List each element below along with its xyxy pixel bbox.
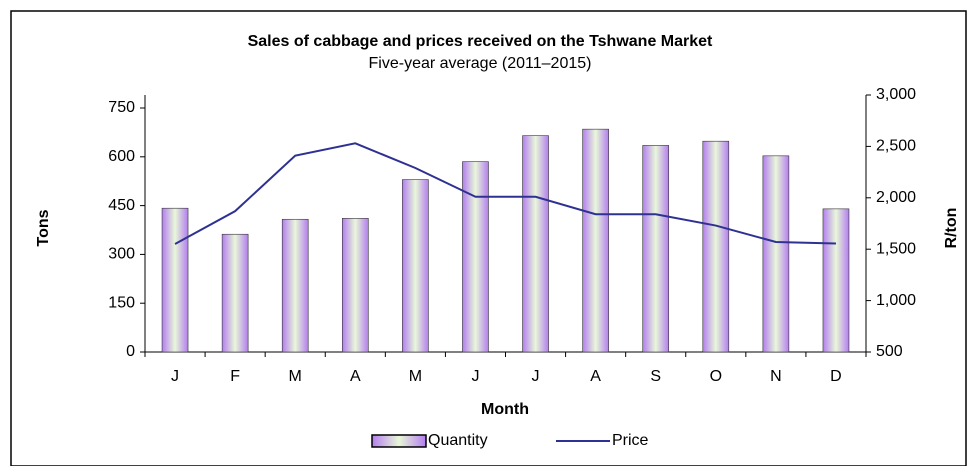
legend-swatch (371, 434, 427, 448)
y2-tick-label: 2,000 (876, 189, 916, 206)
y2-tick-label: 1,000 (876, 292, 916, 309)
y2-axis-label: R/ton (943, 208, 960, 249)
x-axis-label: Month (481, 401, 529, 418)
x-tick-label: J (171, 368, 179, 385)
y-tick-label: 750 (108, 99, 135, 116)
bar (161, 207, 189, 353)
y-axis-label: Tons (35, 209, 52, 246)
legend-label: Quantity (428, 432, 488, 449)
bar (341, 217, 369, 353)
x-tick-label: J (471, 368, 479, 385)
x-tick-label: M (289, 368, 302, 385)
y-tick-label: 450 (108, 197, 135, 214)
x-tick-label: A (590, 368, 601, 385)
bar (702, 140, 730, 353)
chart-title: Sales of cabbage and prices received on … (248, 33, 713, 50)
bar (642, 145, 670, 353)
y2-tick-label: 2,500 (876, 138, 916, 155)
y2-tick-label: 1,500 (876, 240, 916, 257)
x-tick-label: M (409, 368, 422, 385)
y2-tick-label: 3,000 (876, 86, 916, 103)
bar (402, 179, 429, 353)
bar (522, 135, 549, 353)
y-tick-label: 150 (108, 294, 135, 311)
bar (462, 161, 489, 353)
bar (582, 128, 609, 353)
x-tick-label: S (650, 368, 661, 385)
y2-tick-label: 500 (876, 343, 903, 360)
y-tick-label: 300 (108, 246, 135, 263)
bar (822, 208, 850, 353)
bar (762, 155, 790, 353)
bar (281, 218, 309, 353)
x-tick-label: O (710, 368, 722, 385)
bar (221, 233, 249, 353)
price-line (174, 142, 836, 245)
x-tick-label: F (230, 368, 240, 385)
x-tick-label: A (350, 368, 361, 385)
x-tick-label: N (770, 368, 782, 385)
x-tick-label: J (532, 368, 540, 385)
legend-label: Price (612, 432, 649, 449)
y-tick-label: 0 (126, 343, 135, 360)
y-tick-label: 600 (108, 148, 135, 165)
chart-subtitle: Five-year average (2011–2015) (369, 55, 592, 72)
x-tick-label: D (830, 368, 842, 385)
